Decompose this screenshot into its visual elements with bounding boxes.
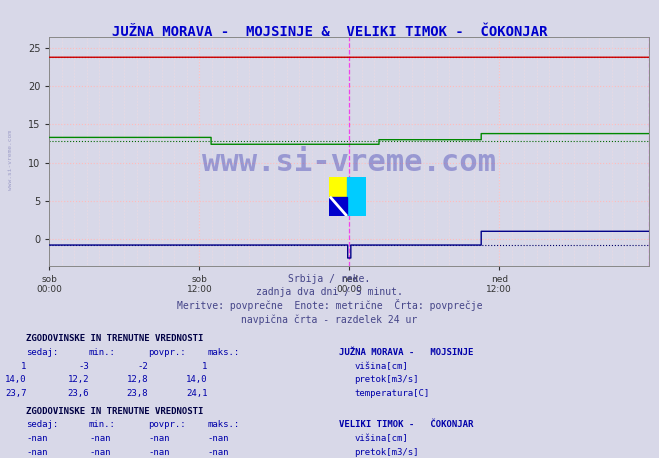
Text: ZGODOVINSKE IN TRENUTNE VREDNOSTI: ZGODOVINSKE IN TRENUTNE VREDNOSTI — [26, 334, 204, 343]
Text: sedaj:: sedaj: — [26, 348, 59, 357]
Text: -3: -3 — [78, 362, 89, 371]
Text: min.:: min.: — [89, 420, 116, 429]
Text: sedaj:: sedaj: — [26, 420, 59, 429]
Text: -nan: -nan — [148, 448, 170, 457]
Text: 23,6: 23,6 — [67, 389, 89, 398]
Text: maks.:: maks.: — [208, 348, 240, 357]
Bar — [330, 196, 347, 216]
Text: VELIKI TIMOK -   ČOKONJAR: VELIKI TIMOK - ČOKONJAR — [339, 420, 474, 429]
Text: pretok[m3/s]: pretok[m3/s] — [355, 376, 419, 384]
Text: -nan: -nan — [26, 434, 48, 443]
Bar — [347, 177, 366, 216]
Text: -nan: -nan — [89, 448, 111, 457]
Text: povpr.:: povpr.: — [148, 420, 186, 429]
Text: 23,7: 23,7 — [5, 389, 26, 398]
Text: ZGODOVINSKE IN TRENUTNE VREDNOSTI: ZGODOVINSKE IN TRENUTNE VREDNOSTI — [26, 407, 204, 415]
Text: višina[cm]: višina[cm] — [355, 434, 409, 443]
Text: temperatura[C]: temperatura[C] — [355, 389, 430, 398]
Text: www.si-vreme.com: www.si-vreme.com — [202, 148, 496, 177]
Text: 1: 1 — [202, 362, 208, 371]
Text: min.:: min.: — [89, 348, 116, 357]
Text: 24,1: 24,1 — [186, 389, 208, 398]
Text: 23,8: 23,8 — [127, 389, 148, 398]
Text: -nan: -nan — [208, 448, 229, 457]
Text: zadnja dva dni / 5 minut.: zadnja dva dni / 5 minut. — [256, 288, 403, 297]
Text: navpična črta - razdelek 24 ur: navpična črta - razdelek 24 ur — [241, 314, 418, 325]
Text: -nan: -nan — [208, 434, 229, 443]
Text: maks.:: maks.: — [208, 420, 240, 429]
Text: 14,0: 14,0 — [186, 376, 208, 384]
Text: -2: -2 — [138, 362, 148, 371]
Text: 12,8: 12,8 — [127, 376, 148, 384]
Text: -nan: -nan — [148, 434, 170, 443]
Text: -nan: -nan — [26, 448, 48, 457]
Text: 14,0: 14,0 — [5, 376, 26, 384]
Bar — [330, 177, 347, 196]
Text: pretok[m3/s]: pretok[m3/s] — [355, 448, 419, 457]
Text: višina[cm]: višina[cm] — [355, 362, 409, 371]
Text: 1: 1 — [21, 362, 26, 371]
Text: www.si-vreme.com: www.si-vreme.com — [8, 130, 13, 191]
Text: Srbija / reke.: Srbija / reke. — [289, 274, 370, 284]
Text: 12,2: 12,2 — [67, 376, 89, 384]
Text: JUŽNA MORAVA -   MOJSINJE: JUŽNA MORAVA - MOJSINJE — [339, 348, 474, 357]
Text: povpr.:: povpr.: — [148, 348, 186, 357]
Text: Meritve: povprečne  Enote: metrične  Črta: povprečje: Meritve: povprečne Enote: metrične Črta:… — [177, 299, 482, 311]
Text: JUŽNA MORAVA -  MOJSINJE &  VELIKI TIMOK -  ČOKONJAR: JUŽNA MORAVA - MOJSINJE & VELIKI TIMOK -… — [112, 25, 547, 39]
Text: -nan: -nan — [89, 434, 111, 443]
